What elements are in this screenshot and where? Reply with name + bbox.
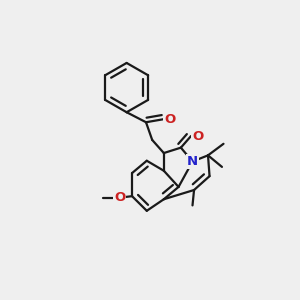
Text: O: O: [164, 113, 175, 126]
Text: N: N: [187, 155, 198, 168]
Text: O: O: [192, 130, 204, 142]
Text: O: O: [114, 191, 125, 204]
